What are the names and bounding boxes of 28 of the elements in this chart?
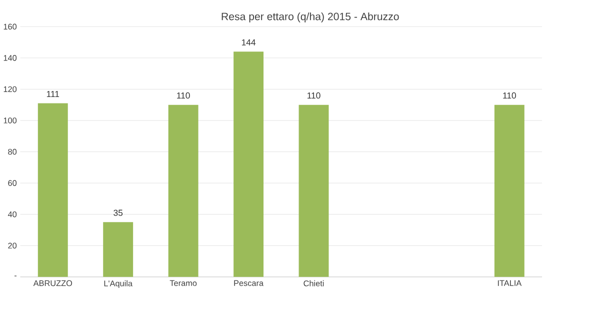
y-tick-label: 100 (4, 118, 17, 124)
data-label: 110 (177, 92, 190, 99)
bar (168, 105, 198, 278)
bar (298, 105, 329, 278)
y-tick-label: 140 (4, 55, 17, 62)
data-label: 110 (503, 92, 516, 99)
bar (494, 105, 524, 278)
x-tick-label: L'Aquila (104, 280, 133, 288)
y-tick-label: 80 (8, 149, 17, 155)
y-tick-label: 40 (8, 212, 17, 218)
x-tick-label: ITALIA (498, 280, 522, 286)
chart-title: Resa per ettaro (q/ha) 2015 - Abruzzo (222, 12, 399, 23)
y-tick-label: - (14, 276, 16, 277)
y-tick-label: 120 (4, 86, 17, 92)
x-tick-label: Pescara (234, 280, 264, 286)
y-tick-label: 20 (8, 242, 17, 249)
x-tick-label: Teramo (170, 280, 197, 286)
x-tick-label: ABRUZZO (33, 280, 72, 286)
bar (234, 52, 264, 278)
x-tick-label: Chieti (304, 280, 324, 287)
bar (103, 222, 134, 278)
y-tick-label: 160 (4, 24, 17, 30)
bar (38, 104, 68, 278)
y-tick-label: 60 (8, 180, 17, 186)
data-label: 111 (46, 91, 60, 98)
data-label: 35 (114, 210, 123, 216)
data-label: 110 (308, 92, 320, 99)
data-label: 144 (242, 40, 256, 46)
